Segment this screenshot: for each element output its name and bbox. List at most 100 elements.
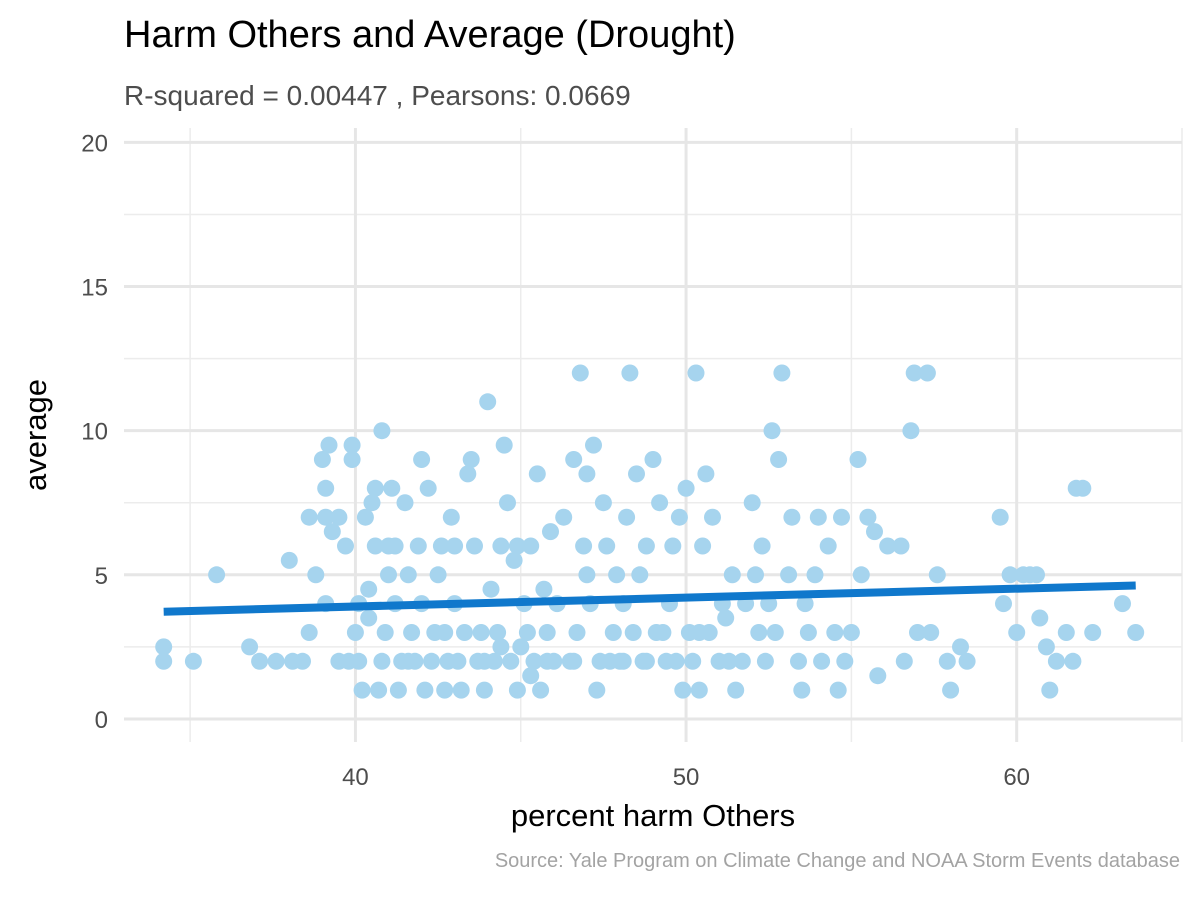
data-point [833,508,850,526]
data-point [495,436,513,454]
data-point [337,537,354,555]
data-point [360,580,378,598]
data-point [773,364,791,382]
data-point [343,451,361,468]
data-point [806,566,824,584]
data-point [155,638,173,656]
data-point [723,566,741,584]
data-point [644,451,662,468]
data-point [793,681,811,699]
data-point [1064,652,1082,670]
data-point [842,624,860,641]
data-point [518,624,536,641]
data-point [505,551,523,569]
data-point [1047,652,1065,670]
data-point [208,566,226,584]
y-tick-labels: 0 5 10 15 20 [81,130,108,734]
data-point [472,624,490,641]
y-axis-label: average [18,379,53,491]
data-point [522,667,540,685]
data-point [568,624,586,641]
data-point [928,566,946,584]
y-tick-label: 10 [81,419,108,446]
data-point [651,494,669,512]
data-point [628,465,645,483]
data-point [1084,624,1102,641]
data-point [446,537,464,555]
data-point [859,508,877,526]
data-point [747,566,764,584]
y-tick-label: 0 [95,707,108,734]
data-point [350,652,368,670]
data-point [155,652,173,670]
data-point [389,681,407,699]
x-tick-label: 40 [342,764,369,791]
data-point [409,537,427,555]
data-point [508,537,526,555]
data-point [852,566,870,584]
data-point [879,537,897,555]
data-point [809,508,827,526]
data-point [819,537,837,555]
data-point [733,652,751,670]
data-point [909,624,926,641]
data-point [790,652,807,670]
data-point [555,508,573,526]
data-point [727,681,745,699]
data-point [1031,609,1049,627]
data-point [403,624,421,641]
data-point [307,566,325,584]
data-point [386,537,404,555]
data-point [300,508,318,526]
data-point [631,566,649,584]
data-point [396,494,414,512]
data-point [601,652,619,670]
data-point [492,537,510,555]
data-point [459,465,477,483]
data-point [756,652,774,670]
data-point [373,422,391,440]
data-point [621,364,639,382]
data-point [869,667,887,685]
data-point [313,451,331,468]
data-point [436,624,454,641]
data-point [456,624,473,641]
data-point [436,681,454,699]
data-point [902,422,920,440]
data-point [565,451,583,468]
data-point [280,551,298,569]
data-point [323,523,341,541]
data-point [654,624,672,641]
data-point [690,681,708,699]
data-point [1057,624,1075,641]
data-point [508,681,526,699]
data-point [694,537,712,555]
y-tick-label: 15 [81,275,108,302]
data-point [905,364,923,382]
data-point [575,537,593,555]
data-point [604,624,622,641]
data-point [475,681,493,699]
data-point [330,508,348,526]
data-point [866,523,883,541]
data-point [674,681,692,699]
data-point [482,580,500,598]
data-point [1037,638,1055,656]
data-point [300,624,318,641]
data-point [918,364,936,382]
data-point [1001,566,1019,584]
data-point [796,595,814,613]
data-point [267,652,285,670]
data-point [356,508,374,526]
data-point [783,508,801,526]
data-point [449,652,467,670]
chart-subtitle: R-squared = 0.00447 , Pearsons: 0.0669 [124,80,631,111]
data-points [155,364,1145,699]
data-point [532,681,550,699]
data-point [763,422,781,440]
data-point [770,451,788,468]
data-point [826,624,844,641]
data-point [690,624,708,641]
data-point [637,537,655,555]
